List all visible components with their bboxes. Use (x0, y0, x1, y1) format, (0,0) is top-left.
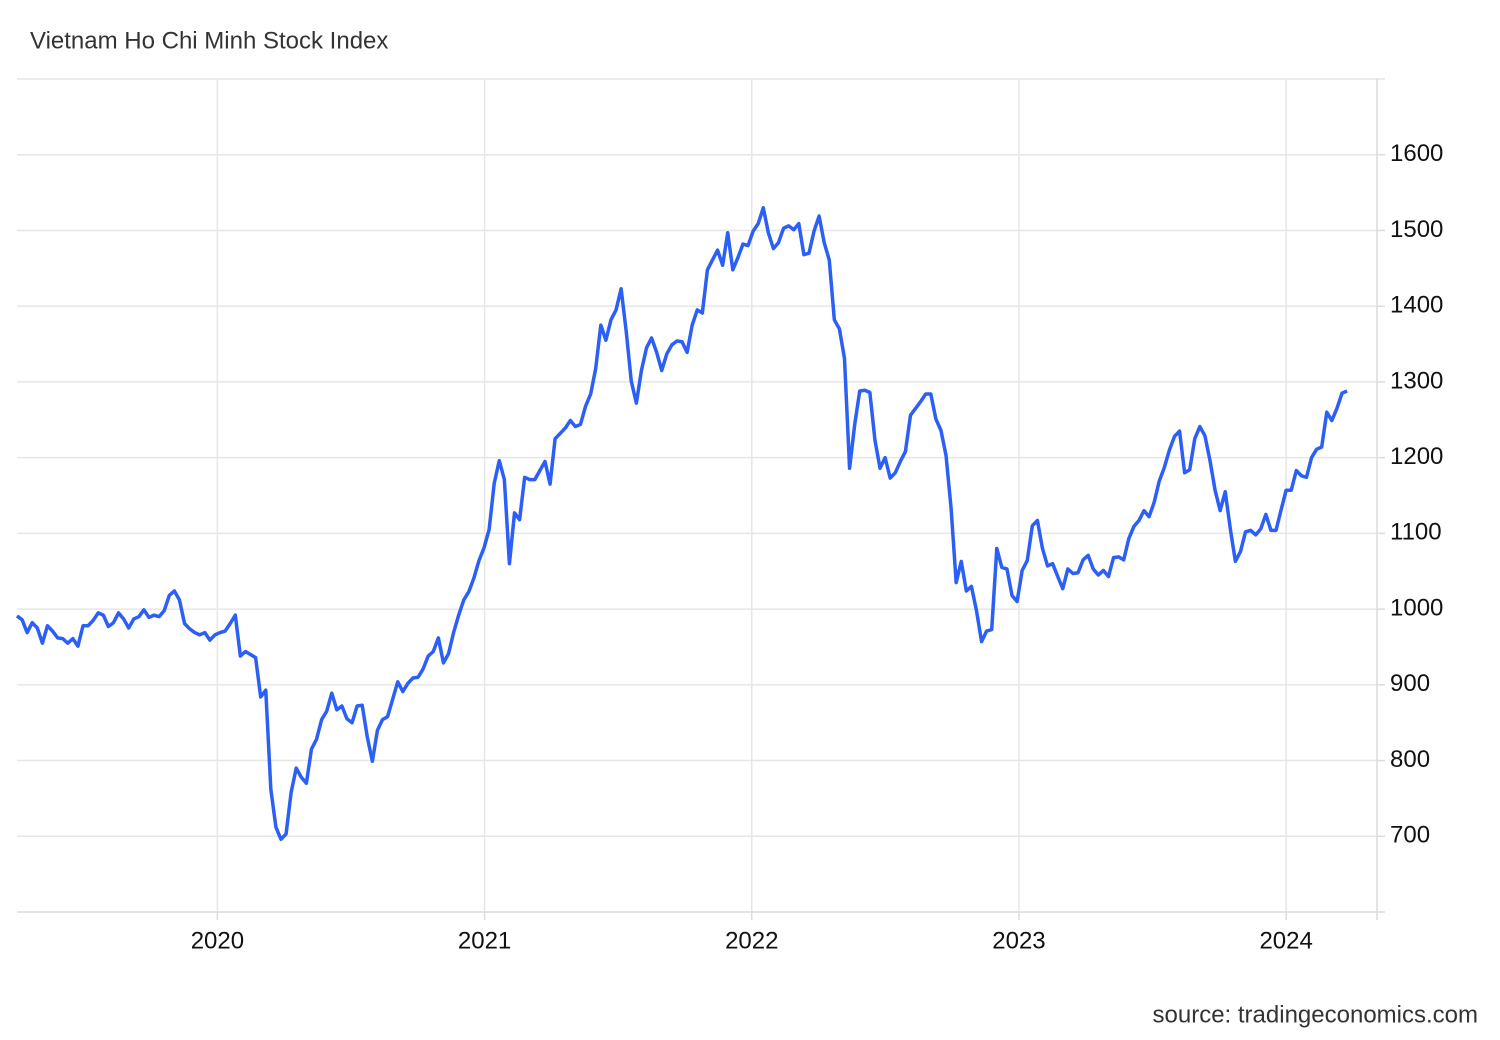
x-tick-label: 2020 (191, 927, 244, 954)
x-tick-label: 2024 (1259, 927, 1312, 954)
y-tick-label: 1000 (1390, 594, 1443, 621)
x-tick-label: 2023 (992, 927, 1045, 954)
x-tick-label: 2021 (458, 927, 511, 954)
y-tick-label: 1200 (1390, 443, 1443, 470)
y-tick-label: 900 (1390, 670, 1430, 697)
y-tick-label: 1100 (1390, 519, 1442, 546)
y-tick-label: 1600 (1390, 140, 1443, 167)
y-tick-label: 800 (1390, 746, 1430, 773)
index-line (15, 205, 1348, 842)
y-tick-label: 700 (1390, 822, 1430, 849)
y-tick-label: 1400 (1390, 292, 1443, 319)
y-tick-label: 1500 (1390, 216, 1443, 243)
chart-title: Vietnam Ho Chi Minh Stock Index (30, 27, 388, 54)
source-note: source: tradingeconomics.com (1153, 1001, 1478, 1028)
x-tick-label: 2022 (725, 927, 778, 954)
y-tick-label: 1300 (1390, 367, 1443, 394)
